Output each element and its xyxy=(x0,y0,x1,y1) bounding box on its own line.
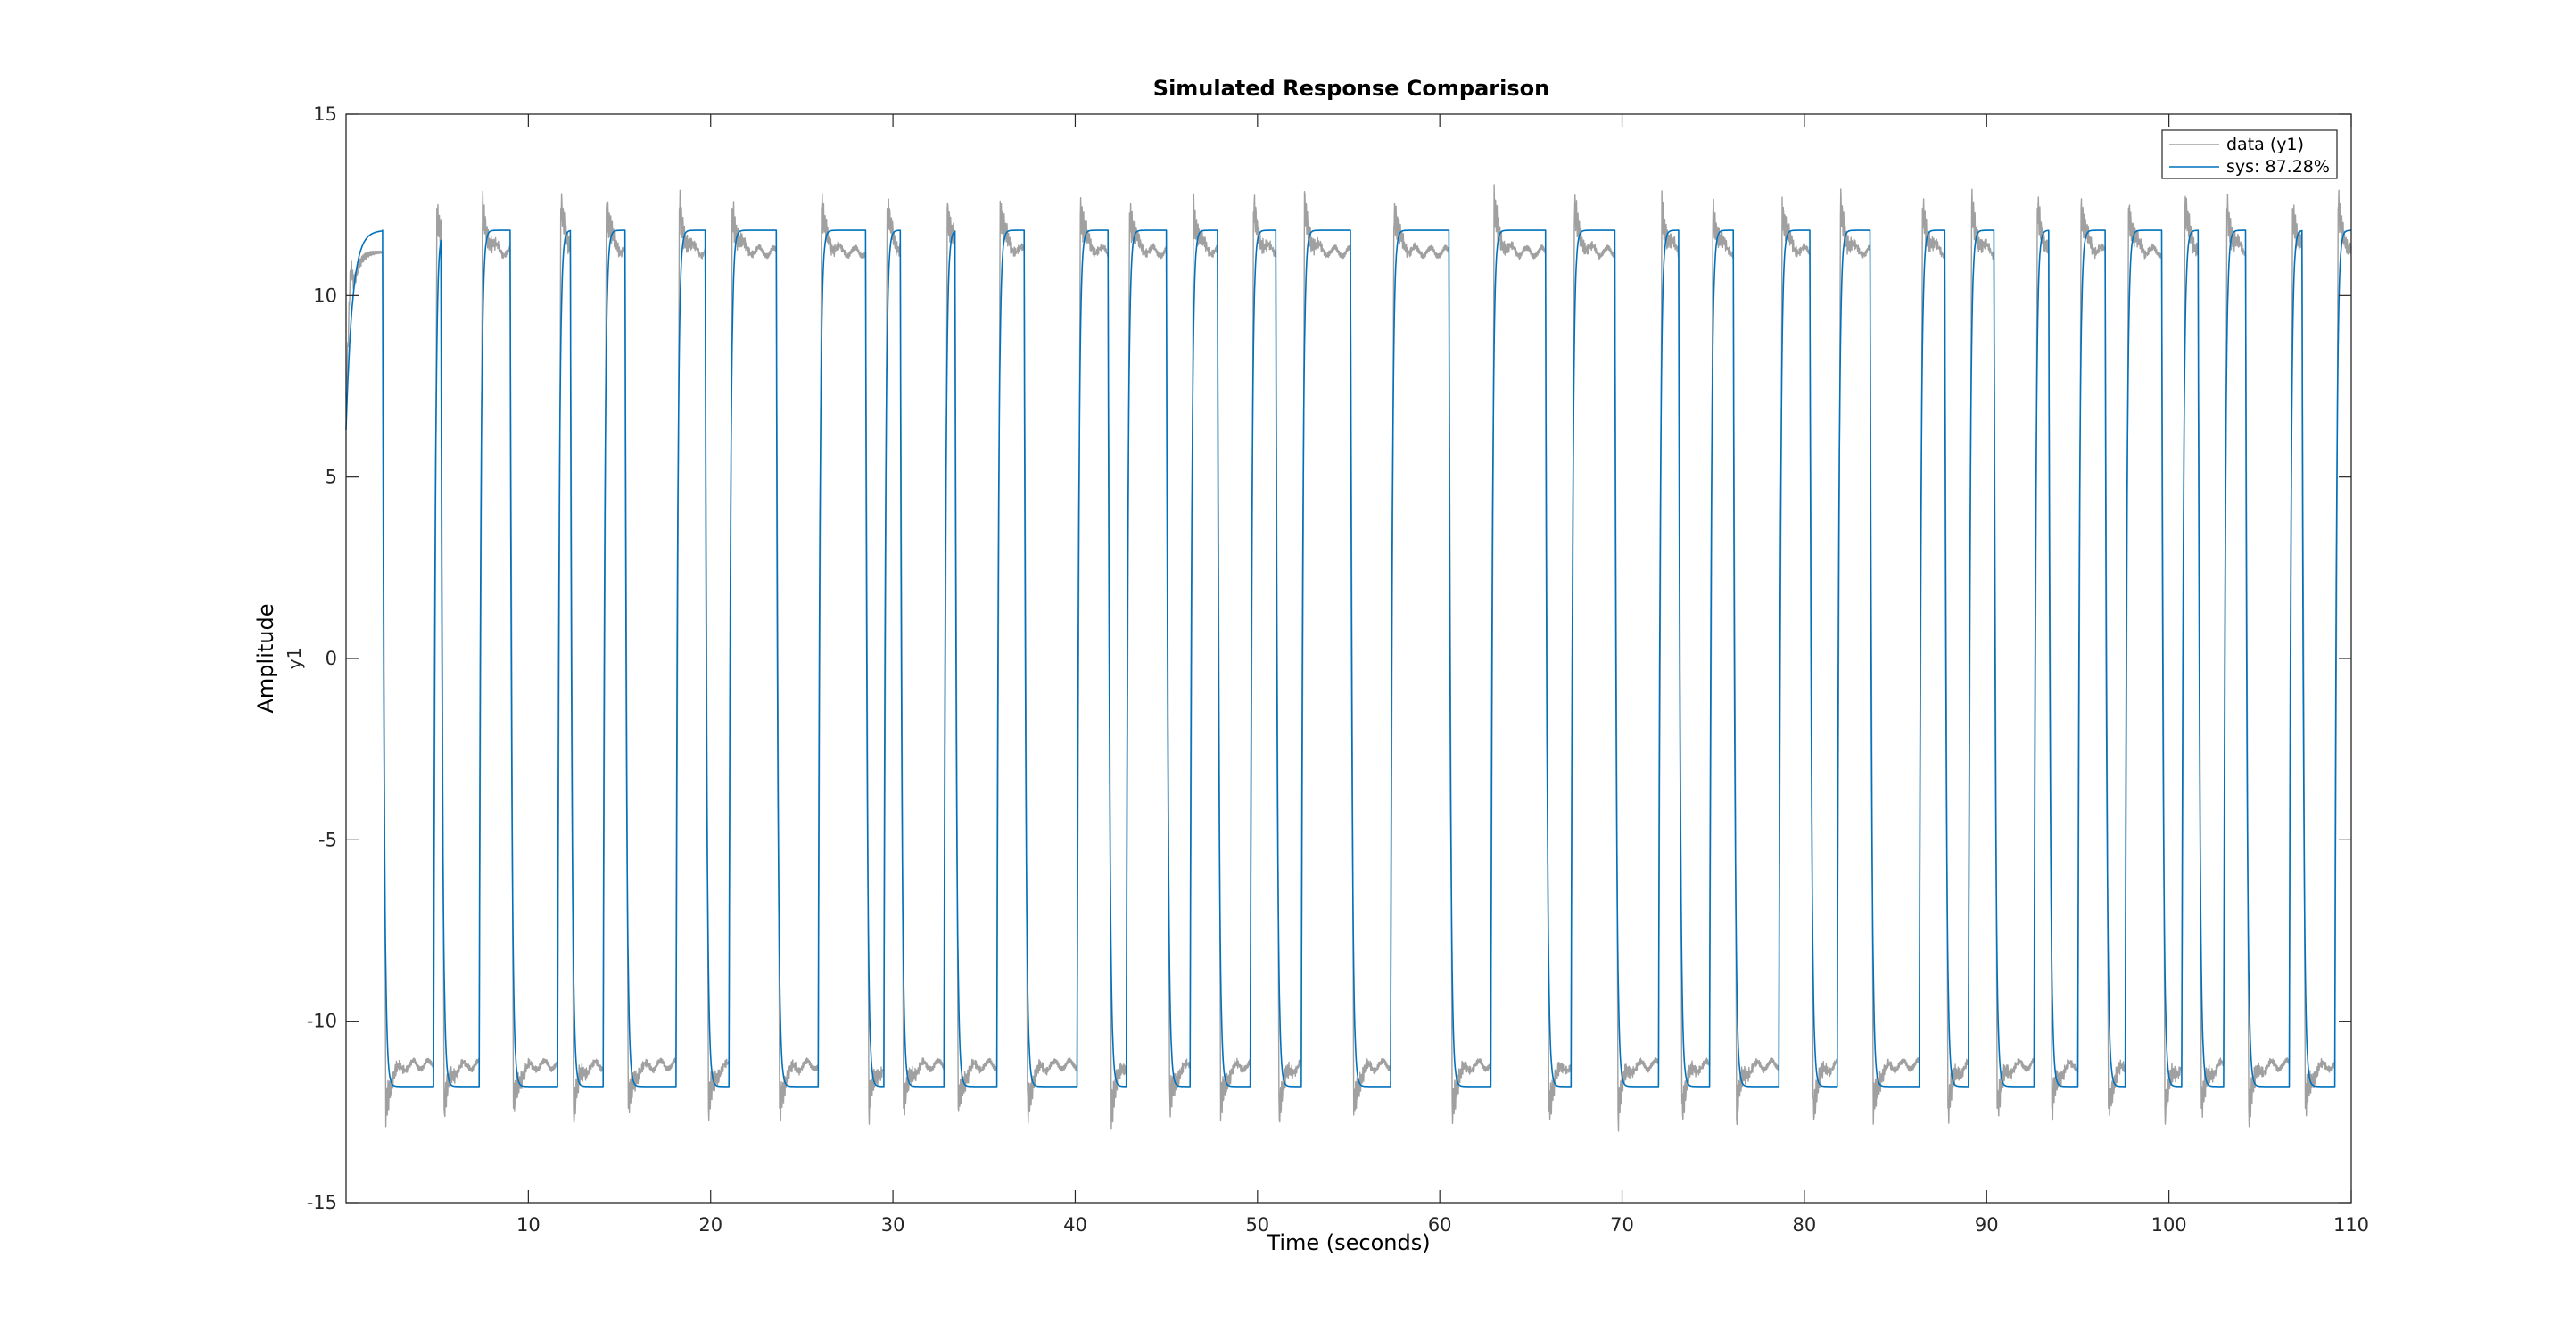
y-axis-label: Amplitude xyxy=(253,604,278,714)
series-line-sys xyxy=(345,229,2352,1088)
x-tick-label: 110 xyxy=(2333,1214,2369,1236)
x-tick-label: 40 xyxy=(1063,1214,1087,1236)
legend[interactable]: data (y1) sys: 87.28% xyxy=(2161,129,2338,179)
legend-box xyxy=(2161,129,2338,179)
x-tick-label: 100 xyxy=(2151,1214,2187,1236)
y-tick-label: -15 xyxy=(307,1192,337,1213)
series-line-data xyxy=(345,184,2352,1132)
x-tick-label: 20 xyxy=(698,1214,722,1236)
x-tick-label: 80 xyxy=(1793,1214,1817,1236)
x-tick-label: 90 xyxy=(1975,1214,1999,1236)
y-tick-label: 10 xyxy=(313,285,337,306)
x-tick-label: 30 xyxy=(881,1214,905,1236)
x-tick-label: 60 xyxy=(1428,1214,1452,1236)
x-tick-label: 10 xyxy=(516,1214,541,1236)
chart-title: Simulated Response Comparison xyxy=(1153,76,1549,101)
y-tick-label: -10 xyxy=(307,1011,337,1032)
legend-entry-sys: sys: 87.28% xyxy=(2226,157,2330,177)
x-tick-label: 70 xyxy=(1610,1214,1634,1236)
legend-entry-data: data (y1) xyxy=(2226,135,2304,154)
plot-area xyxy=(345,113,2352,1204)
x-axis-label: Time (seconds) xyxy=(1266,1230,1430,1255)
x-tick-label: 50 xyxy=(1245,1214,1269,1236)
y-tick-label: -5 xyxy=(318,829,337,850)
series-layer xyxy=(345,184,2352,1132)
y-tick-label: 0 xyxy=(326,648,337,669)
ticks-layer: 10 20 30 40 50 60 70 80 90 100 110 -15 -10 -5 0 5 10 15 xyxy=(307,103,2369,1236)
y-tick-label: 5 xyxy=(326,467,337,488)
y-axis-channel-label: y1 xyxy=(284,648,305,670)
y-tick-label: 15 xyxy=(313,103,337,125)
